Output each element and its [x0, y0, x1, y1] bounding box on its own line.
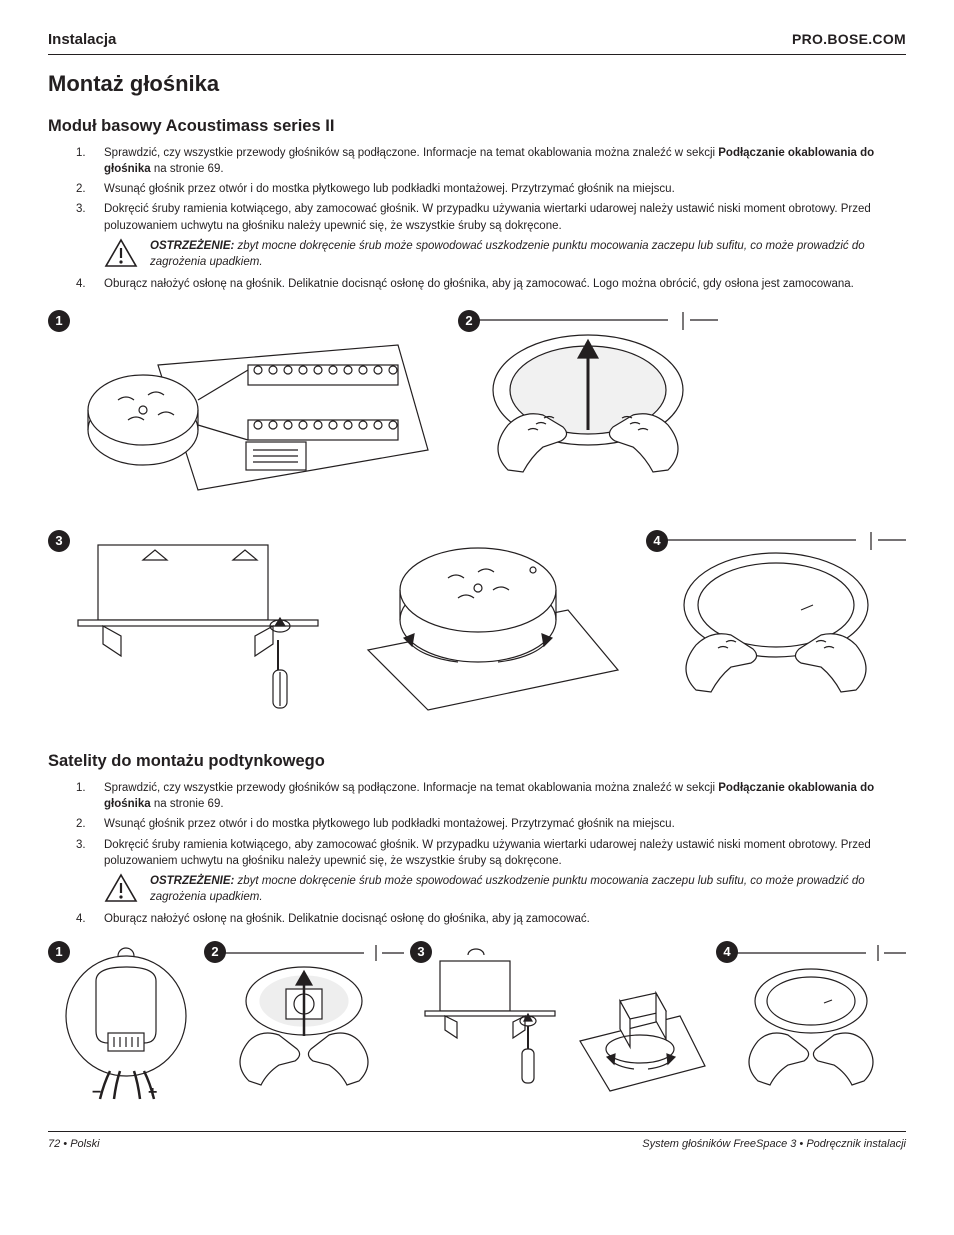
step-badge: 1 [48, 941, 70, 963]
item-text: Oburącz nałożyć osłonę na głośnik. Delik… [104, 278, 854, 290]
warning-block: OSTRZEŻENIE: zbyt mocne dokręcenie śrub … [104, 238, 906, 270]
warning-icon [104, 873, 138, 903]
diagram-sat-step1: 1 − + [48, 941, 198, 1101]
diagram-svg-sat-insert [204, 941, 404, 1101]
section-bass-module: Moduł basowy Acoustimass series II 1. Sp… [48, 115, 906, 720]
item-text: Wsunąć głośnik przez otwór i do mostka p… [104, 183, 675, 195]
item-number: 2. [76, 181, 86, 197]
page-title: Montaż głośnika [48, 69, 906, 99]
item-text-post: na stronie 69. [151, 163, 224, 175]
step-badge: 3 [48, 530, 70, 552]
item-text: Dokręcić śruby ramienia kotwiącego, aby … [104, 839, 871, 867]
list-item: 1. Sprawdzić, czy wszystkie przewody gło… [76, 145, 906, 177]
step-badge: 2 [204, 941, 226, 963]
footer-right: System głośników FreeSpace 3 • Podręczni… [642, 1137, 906, 1152]
section2-list: 1. Sprawdzić, czy wszystkie przewody gło… [76, 780, 906, 868]
item-text-pre: Sprawdzić, czy wszystkie przewody głośni… [104, 782, 718, 794]
diagram-svg-bass-insert [458, 310, 718, 510]
warning-text: OSTRZEŻENIE: zbyt mocne dokręcenie śrub … [150, 873, 906, 905]
diagram-svg-bass-grille [646, 530, 906, 720]
page-footer: 72 • Polski System głośników FreeSpace 3… [48, 1131, 906, 1152]
diagram-step3: 3 [48, 530, 628, 720]
footer-left: 72 • Polski [48, 1137, 100, 1152]
svg-text:+: + [148, 1084, 157, 1101]
diagram-sat-step3: 3 [410, 941, 710, 1101]
page-header: Instalacja PRO.BOSE.COM [48, 30, 906, 55]
section2-list-cont: 4. Oburącz nałożyć osłonę na głośnik. De… [76, 911, 906, 927]
item-text: Oburącz nałożyć osłonę na głośnik. Delik… [104, 913, 590, 925]
list-item: 4. Oburącz nałożyć osłonę na głośnik. De… [76, 276, 906, 292]
list-item: 3. Dokręcić śruby ramienia kotwiącego, a… [76, 837, 906, 869]
item-number: 3. [76, 201, 86, 217]
item-number: 4. [76, 911, 86, 927]
diagram-step2: 2 [458, 310, 718, 510]
item-number: 1. [76, 145, 86, 161]
diagram-svg-bass-wiring [48, 310, 448, 510]
diagram-step4: 4 [646, 530, 906, 720]
item-number: 2. [76, 816, 86, 832]
list-item: 2. Wsunąć głośnik przez otwór i do mostk… [76, 181, 906, 197]
list-item: 3. Dokręcić śruby ramienia kotwiącego, a… [76, 201, 906, 233]
warning-icon [104, 238, 138, 268]
step-badge: 4 [716, 941, 738, 963]
section1-list: 1. Sprawdzić, czy wszystkie przewody gło… [76, 145, 906, 233]
step-badge: 3 [410, 941, 432, 963]
step-badge: 2 [458, 310, 480, 332]
svg-text:−: − [92, 1084, 101, 1101]
diagram-svg-sat-grille [716, 941, 906, 1101]
section2-heading: Satelity do montażu podtynkowego [48, 750, 906, 772]
diagram-sat-step2: 2 [204, 941, 404, 1101]
item-number: 4. [76, 276, 86, 292]
section1-list-cont: 4. Oburącz nałożyć osłonę na głośnik. De… [76, 276, 906, 292]
item-number: 1. [76, 780, 86, 796]
item-text: Wsunąć głośnik przez otwór i do mostka p… [104, 818, 675, 830]
list-item: 2. Wsunąć głośnik przez otwór i do mostk… [76, 816, 906, 832]
warning-text: OSTRZEŻENIE: zbyt mocne dokręcenie śrub … [150, 238, 906, 270]
section1-diagrams-row1: 1 [48, 310, 906, 510]
section1-heading: Moduł basowy Acoustimass series II [48, 115, 906, 137]
section1-diagrams-row2: 3 [48, 530, 906, 720]
step-badge: 4 [646, 530, 668, 552]
warning-label: OSTRZEŻENIE: [150, 875, 234, 887]
header-right: PRO.BOSE.COM [792, 30, 906, 49]
item-text-post: na stronie 69. [151, 798, 224, 810]
diagram-sat-step4: 4 [716, 941, 906, 1101]
warning-block: OSTRZEŻENIE: zbyt mocne dokręcenie śrub … [104, 873, 906, 905]
warning-label: OSTRZEŻENIE: [150, 240, 234, 252]
header-left: Instalacja [48, 30, 116, 50]
list-item: 1. Sprawdzić, czy wszystkie przewody gło… [76, 780, 906, 812]
diagram-svg-sat-wiring: − + [48, 941, 198, 1101]
diagram-svg-bass-screw [48, 530, 628, 720]
item-number: 3. [76, 837, 86, 853]
diagram-svg-sat-screw [410, 941, 710, 1101]
item-text-pre: Sprawdzić, czy wszystkie przewody głośni… [104, 147, 718, 159]
item-text: Dokręcić śruby ramienia kotwiącego, aby … [104, 203, 871, 231]
warning-body: zbyt mocne dokręcenie śrub może spowodow… [150, 240, 865, 268]
section-satellites: Satelity do montażu podtynkowego 1. Spra… [48, 750, 906, 1101]
list-item: 4. Oburącz nałożyć osłonę na głośnik. De… [76, 911, 906, 927]
diagram-step1: 1 [48, 310, 448, 510]
step-badge: 1 [48, 310, 70, 332]
section2-diagrams: 1 − + [48, 941, 906, 1101]
warning-body: zbyt mocne dokręcenie śrub może spowodow… [150, 875, 865, 903]
